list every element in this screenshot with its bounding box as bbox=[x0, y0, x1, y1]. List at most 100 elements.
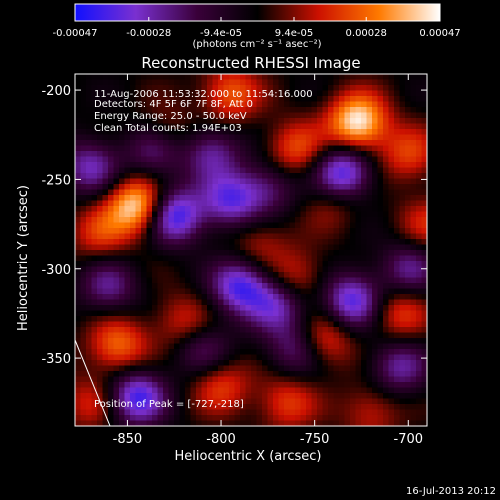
heatmap-cell bbox=[201, 261, 208, 267]
heatmap-cell bbox=[410, 134, 417, 141]
heatmap-cell bbox=[163, 327, 169, 333]
heatmap-cell bbox=[179, 140, 186, 146]
heatmap-cell bbox=[251, 162, 257, 168]
heatmap-cell bbox=[372, 261, 378, 267]
heatmap-cell bbox=[108, 79, 114, 86]
heatmap-cell bbox=[355, 398, 362, 405]
heatmap-cell bbox=[328, 387, 334, 394]
heatmap-cell bbox=[284, 266, 290, 273]
heatmap-cell bbox=[174, 195, 180, 201]
heatmap-cell bbox=[80, 360, 87, 366]
heatmap-cell bbox=[295, 299, 301, 306]
heatmap-cell bbox=[405, 140, 411, 146]
heatmap-cell bbox=[135, 376, 142, 383]
heatmap-cell bbox=[405, 398, 411, 405]
heatmap-cell bbox=[97, 332, 103, 339]
heatmap-cell bbox=[251, 255, 257, 262]
heatmap-cell bbox=[141, 173, 147, 179]
heatmap-cell bbox=[80, 349, 87, 355]
heatmap-cell bbox=[278, 107, 285, 113]
heatmap-cell bbox=[410, 239, 417, 245]
heatmap-cell bbox=[212, 294, 219, 300]
heatmap-cell bbox=[240, 140, 246, 146]
heatmap-cell bbox=[234, 244, 241, 251]
heatmap-cell bbox=[102, 162, 109, 168]
heatmap-cell bbox=[240, 239, 246, 245]
heatmap-cell bbox=[190, 96, 197, 102]
heatmap-cell bbox=[234, 189, 241, 196]
heatmap-cell bbox=[410, 206, 417, 212]
heatmap-cell bbox=[256, 107, 263, 113]
heatmap-cell bbox=[383, 123, 389, 130]
heatmap-cell bbox=[262, 145, 268, 152]
heatmap-cell bbox=[245, 184, 252, 190]
heatmap-cell bbox=[130, 129, 136, 135]
heatmap-cell bbox=[124, 233, 131, 240]
heatmap-cell bbox=[267, 189, 274, 196]
heatmap-cell bbox=[119, 415, 125, 421]
heatmap-cell bbox=[179, 338, 186, 344]
heatmap-cell bbox=[421, 332, 427, 339]
heatmap-cell bbox=[405, 365, 411, 372]
heatmap-cell bbox=[333, 145, 340, 152]
heatmap-cell bbox=[372, 316, 378, 322]
heatmap-cell bbox=[223, 354, 230, 361]
heatmap-cell bbox=[174, 332, 180, 339]
heatmap-cell bbox=[113, 173, 120, 179]
heatmap-cell bbox=[130, 294, 136, 300]
heatmap-cell bbox=[383, 217, 389, 223]
heatmap-cell bbox=[124, 299, 131, 306]
heatmap-cell bbox=[295, 283, 301, 289]
heatmap-cell bbox=[284, 398, 290, 405]
heatmap-cell bbox=[190, 123, 197, 130]
heatmap-cell bbox=[196, 96, 202, 102]
heatmap-cell bbox=[311, 288, 318, 295]
heatmap-cell bbox=[339, 222, 345, 229]
heatmap-cell bbox=[185, 134, 191, 141]
heatmap-cell bbox=[333, 365, 340, 372]
heatmap-cell bbox=[80, 112, 87, 119]
heatmap-cell bbox=[113, 277, 120, 284]
heatmap-cell bbox=[333, 294, 340, 300]
heatmap-cell bbox=[262, 129, 268, 135]
heatmap-cell bbox=[306, 239, 312, 245]
heatmap-cell bbox=[344, 387, 351, 394]
heatmap-cell bbox=[157, 283, 164, 289]
heatmap-cell bbox=[383, 387, 389, 394]
heatmap-cell bbox=[350, 217, 356, 223]
heatmap-cell bbox=[295, 140, 301, 146]
heatmap-cell bbox=[317, 255, 323, 262]
heatmap-cell bbox=[196, 211, 202, 218]
heatmap-cell bbox=[196, 206, 202, 212]
heatmap-cell bbox=[306, 112, 312, 119]
heatmap-cell bbox=[135, 283, 142, 289]
heatmap-cell bbox=[289, 107, 296, 113]
heatmap-cell bbox=[179, 184, 186, 190]
heatmap-cell bbox=[328, 90, 334, 97]
heatmap-cell bbox=[289, 415, 296, 421]
heatmap-cell bbox=[240, 112, 246, 119]
heatmap-cell bbox=[119, 195, 125, 201]
heatmap-cell bbox=[366, 178, 373, 185]
heatmap-cell bbox=[399, 299, 406, 306]
heatmap-cell bbox=[328, 79, 334, 86]
heatmap-cell bbox=[113, 371, 120, 377]
heatmap-cell bbox=[366, 206, 373, 212]
colorbar-tick-label: -0.00047 bbox=[53, 28, 98, 39]
heatmap-cell bbox=[141, 162, 147, 168]
heatmap-cell bbox=[119, 398, 125, 405]
heatmap-cell bbox=[91, 85, 98, 91]
heatmap-cell bbox=[229, 162, 235, 168]
heatmap-cell bbox=[135, 85, 142, 91]
heatmap-cell bbox=[421, 409, 427, 416]
heatmap-cell bbox=[130, 261, 136, 267]
heatmap-cell bbox=[405, 101, 411, 108]
heatmap-cell bbox=[289, 354, 296, 361]
heatmap-cell bbox=[75, 365, 81, 372]
heatmap-cell bbox=[311, 211, 318, 218]
heatmap-cell bbox=[163, 178, 169, 185]
heatmap-cell bbox=[163, 332, 169, 339]
heatmap-cell bbox=[97, 211, 103, 218]
heatmap-cell bbox=[311, 354, 318, 361]
heatmap-cell bbox=[322, 382, 329, 388]
